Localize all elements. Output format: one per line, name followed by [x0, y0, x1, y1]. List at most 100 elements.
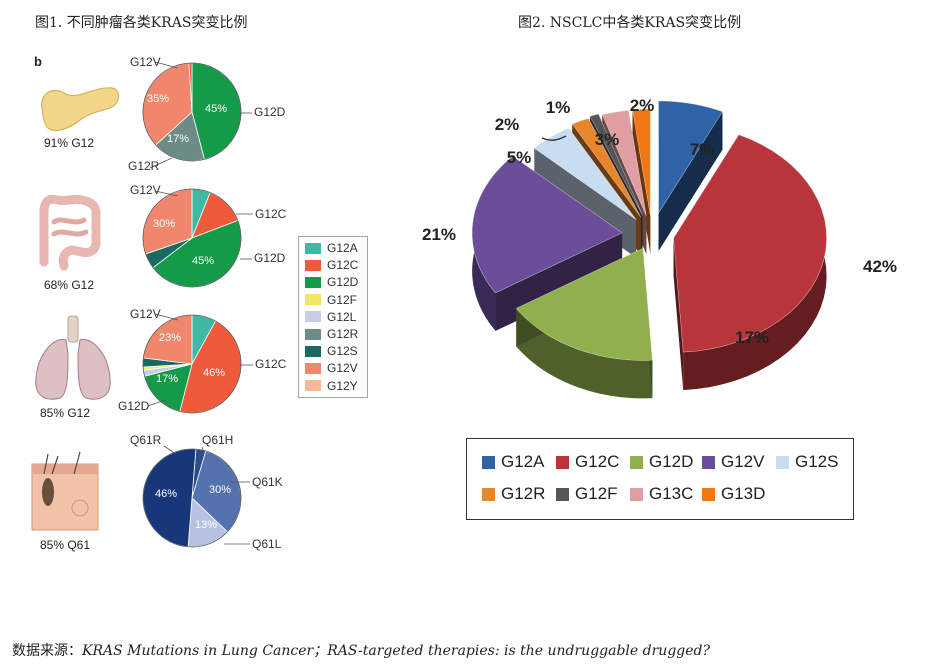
legend-label: G12D [649, 452, 694, 471]
pie1-pct-label: 35% [147, 93, 169, 105]
source-prefix: 数据来源： [12, 643, 82, 659]
legend-swatch [305, 242, 321, 254]
lungs-icon [35, 315, 111, 400]
fig1-legend-item-g12a: G12A [305, 241, 358, 255]
legend-swatch [556, 487, 569, 501]
caption-colon: 68% G12 [44, 278, 95, 292]
fig2-legend-item-g12d: G12D [630, 452, 693, 472]
legend-label: G12C [575, 452, 620, 471]
fig1-pies: 35% 45% 17% 30% 45% 23% 46% 17% 46% 30% 13% G12V G12… [118, 55, 287, 551]
legend-swatch [305, 362, 321, 374]
legend-label: G12Y [327, 378, 358, 393]
pie1-callout-g12v: G12V [130, 55, 161, 69]
fig2-slice-g12c [673, 134, 827, 391]
pie2-outline [142, 188, 242, 288]
fig1-legend-item-g12r: G12R [305, 327, 358, 341]
legend-label: G12V [327, 361, 358, 376]
pie4-pct-label: 13% [195, 519, 217, 531]
fig2-pct-label-g12r: 2% [495, 115, 520, 134]
fig2-legend-item-g13c: G13C [630, 484, 693, 504]
fig2-title: 图2. NSCLC中各类KRAS突变比例 [518, 15, 742, 31]
legend-swatch [482, 487, 495, 501]
pie4-pct-label: 46% [155, 488, 177, 500]
fig1-legend-item-g12v: G12V [305, 361, 358, 375]
legend-label: G12F [575, 484, 618, 503]
fig1-legend-item-g12d: G12D [305, 275, 358, 289]
fig2-legend-item-g12r: G12R [482, 484, 545, 504]
pie2-callout-g12v: G12V [130, 183, 161, 197]
fig2-pct-label-g12f: 1% [546, 98, 571, 117]
legend-swatch [305, 311, 321, 323]
pie2-pct-label: 30% [153, 218, 175, 230]
legend-label: G12F [327, 292, 358, 307]
pie4-callout-q61l: Q61L [252, 537, 282, 551]
fig2-pct-label-g13c: 3% [595, 130, 620, 149]
pie3-pct-label: 23% [159, 332, 181, 344]
pie1-callout-g12d: G12D [254, 105, 286, 119]
source-text: KRAS Mutations in Lung Cancer；RAS-target… [82, 643, 710, 659]
fig2-pct-label-g12d: 17% [735, 328, 769, 347]
fig1-title: 图1. 不同肿瘤各类KRAS突变比例 [35, 15, 248, 31]
fig2-legend-item-g13d: G13D [702, 484, 765, 504]
legend-swatch [630, 455, 643, 469]
fig2-legend [466, 438, 854, 520]
legend-swatch [305, 328, 321, 340]
pie3-pct-label: 17% [156, 373, 178, 385]
pie3-callout-g12c: G12C [255, 357, 287, 371]
legend-swatch [630, 487, 643, 501]
callout-leader [154, 190, 179, 197]
fig2-slice-g12d [515, 247, 653, 399]
fig2-legend-item-g12f: G12F [556, 484, 618, 504]
caption-skin: 85% Q61 [40, 538, 91, 552]
fig2-leader-1pct [541, 135, 567, 141]
pie4-callout-q61r: Q61R [130, 433, 162, 447]
legend-swatch [305, 345, 321, 357]
callout-leader [154, 313, 179, 321]
pie4-outline [142, 448, 242, 548]
panel-label: b [34, 54, 42, 69]
skin-icon [31, 451, 99, 531]
legend-swatch [556, 455, 569, 469]
legend-label: G12R [501, 484, 546, 503]
pie4-callout-q61h: Q61H [202, 433, 233, 447]
fig1-legend-item-g12f: G12F [305, 293, 357, 307]
fig2-pct-label-g12v: 21% [422, 225, 456, 244]
legend-swatch [702, 487, 715, 501]
source-note: 数据来源：KRAS Mutations in Lung Cancer；RAS-t… [12, 640, 710, 660]
pie2-callout-g12c: G12C [255, 207, 287, 221]
legend-swatch [305, 259, 321, 271]
fig2-legend-item-g12v: G12V [702, 452, 764, 472]
fig2-legend-item-g12a: G12A [482, 452, 544, 472]
pie2-pct-label: 45% [192, 255, 214, 267]
pie3-pct-label: 46% [203, 367, 225, 379]
fig1-legend-item-g12s: G12S [305, 344, 358, 358]
fig1-legend-item-g12l: G12L [305, 310, 356, 324]
legend-swatch [702, 455, 715, 469]
legend-label: G12R [327, 327, 359, 341]
callout-leader [201, 446, 205, 455]
fig2-pie: 7% 42% 17% 21% 5% 2% 1% 3% 2% [422, 96, 897, 399]
legend-swatch [776, 455, 789, 469]
fig1-legend-item-g12y: G12Y [305, 379, 358, 393]
fig2-slice-g12a [658, 100, 723, 252]
pie1-outline [142, 62, 242, 162]
pie4-pct-label: 30% [209, 484, 231, 496]
pie3-callout-g12d: G12D [118, 399, 150, 413]
legend-swatch [482, 455, 495, 469]
legend-label: G12S [795, 452, 839, 471]
pie3-callout-g12v: G12V [130, 307, 161, 321]
legend-swatch [305, 276, 321, 288]
pie3-outline [142, 314, 242, 414]
callout-leader [149, 157, 173, 169]
caption-pancreas: 91% G12 [44, 136, 95, 150]
fig2-legend-item-g12s: G12S [776, 452, 838, 472]
pie4-callout-q61k: Q61K [252, 475, 283, 489]
legend-label: G13C [649, 484, 694, 503]
callout-leader [147, 399, 166, 407]
legend-label: G13D [721, 484, 766, 503]
legend-label: G12C [327, 258, 359, 273]
fig1-legend-item-g12c: G12C [305, 258, 358, 272]
legend-label: G12D [327, 275, 359, 290]
legend-label: G12L [327, 309, 357, 324]
pie1-pct-label: 45% [205, 103, 227, 115]
